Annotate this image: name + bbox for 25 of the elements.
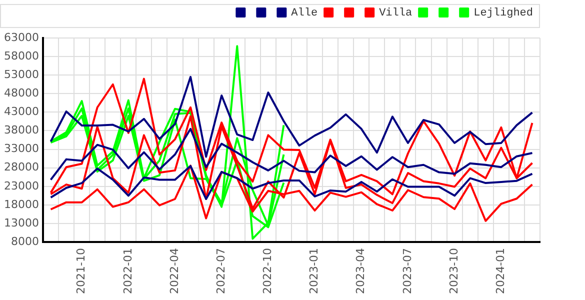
x-tick-label: 2023-01 — [308, 248, 321, 294]
y-tick-label: 63000 — [4, 30, 39, 44]
y-tick-label: 18000 — [4, 198, 39, 211]
y-tick-label: 28000 — [4, 160, 39, 174]
x-tick-label: 2022-10 — [261, 248, 274, 294]
x-tick-label: 2022-07 — [214, 248, 228, 294]
y-tick-label: 23000 — [4, 179, 39, 192]
y-tick-label: 58000 — [4, 49, 39, 62]
y-tick-label: 43000 — [4, 105, 39, 118]
legend-label: Alle — [291, 7, 318, 20]
x-tick-label: 2023-04 — [354, 248, 368, 294]
x-tick-label: 2023-10 — [447, 248, 460, 294]
x-tick-label: 2021-10 — [74, 248, 88, 294]
y-tick-label: 13000 — [4, 216, 39, 230]
y-tick-label: 38000 — [4, 124, 39, 137]
x-tick-label: 2022-04 — [168, 248, 181, 294]
x-tick-label: 2024-01 — [494, 248, 508, 294]
x-tick-label: 2023-07 — [400, 248, 414, 294]
y-tick-label: 33000 — [4, 142, 39, 156]
y-tick-label: 53000 — [4, 68, 39, 81]
y-tick-label: 8000 — [10, 234, 39, 248]
legend-label: Lejlighed — [474, 7, 534, 20]
y-tick-label: 48000 — [4, 86, 39, 100]
legend-label: Villa — [379, 7, 412, 20]
x-tick-label: 2022-01 — [121, 248, 134, 294]
